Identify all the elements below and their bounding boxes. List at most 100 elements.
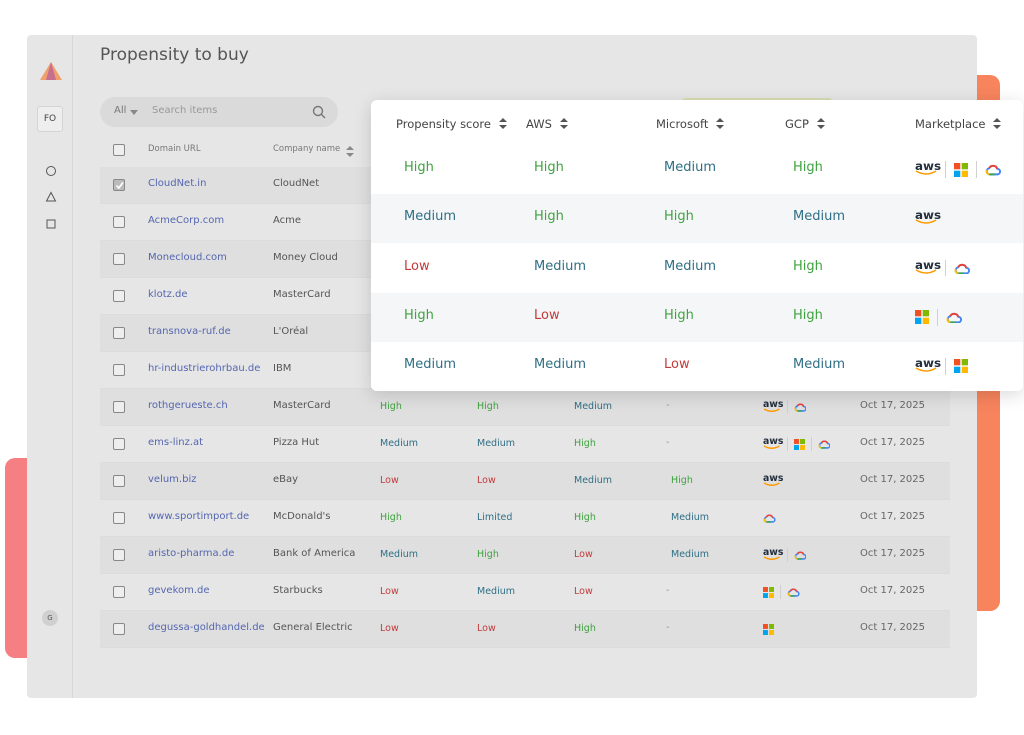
domain-link[interactable]: degussa-goldhandel.de bbox=[148, 622, 265, 633]
domain-link[interactable]: aristo-pharma.de bbox=[148, 548, 235, 559]
status-badge: High bbox=[664, 307, 694, 323]
domain-link[interactable]: hr-industrierohrbau.de bbox=[148, 363, 261, 374]
domain-link[interactable]: ems-linz.at bbox=[148, 437, 204, 448]
gcp-logo bbox=[946, 312, 962, 324]
row-checkbox[interactable] bbox=[113, 364, 125, 376]
date: Oct 17, 2025 bbox=[860, 474, 925, 485]
column-header[interactable]: Domain URL bbox=[148, 144, 201, 154]
aws-logo-text: aws bbox=[915, 355, 942, 370]
search-bar[interactable]: All Search items bbox=[100, 97, 338, 127]
status-badge: Medium bbox=[380, 437, 418, 449]
card-row[interactable] bbox=[371, 194, 1023, 244]
table-row[interactable] bbox=[100, 389, 950, 426]
workspace-button[interactable]: FO bbox=[37, 106, 63, 132]
table-header-checkbox[interactable] bbox=[113, 144, 125, 156]
status-badge: Medium bbox=[477, 585, 515, 597]
sort-icon[interactable] bbox=[560, 118, 568, 129]
row-checkbox[interactable] bbox=[113, 327, 125, 339]
row-checkbox[interactable] bbox=[113, 401, 125, 413]
domain-link[interactable]: Monecloud.com bbox=[148, 252, 227, 263]
filter-select[interactable]: All bbox=[114, 105, 127, 116]
table-row[interactable] bbox=[100, 537, 950, 574]
row-checkbox[interactable] bbox=[113, 253, 125, 265]
card-row[interactable] bbox=[371, 145, 1023, 195]
domain-link[interactable]: gevekom.de bbox=[148, 585, 210, 596]
status-badge: Low bbox=[574, 585, 593, 597]
sort-icon[interactable] bbox=[716, 118, 724, 129]
domain-link[interactable]: CloudNet.in bbox=[148, 178, 207, 189]
status-badge: Medium bbox=[664, 258, 716, 274]
row-checkbox[interactable] bbox=[113, 549, 125, 561]
aws-smile bbox=[915, 219, 937, 225]
status-badge: Low bbox=[574, 548, 593, 560]
column-header[interactable]: Company name bbox=[273, 144, 341, 154]
status-badge: Medium bbox=[534, 356, 586, 372]
empty-value: - bbox=[666, 585, 670, 596]
nav-circle[interactable] bbox=[45, 165, 57, 177]
aws-logo-text: aws bbox=[915, 159, 942, 174]
status-badge: Medium bbox=[793, 209, 845, 225]
empty-value: - bbox=[666, 400, 670, 411]
column-header[interactable]: Propensity score bbox=[396, 117, 491, 131]
company-name: L'Oréal bbox=[273, 326, 309, 337]
overlay-card: Propensity score AWS Microsoft GCP Marketpla… bbox=[371, 100, 1023, 391]
status-badge: Medium bbox=[404, 356, 456, 372]
status-badge: Low bbox=[664, 356, 690, 372]
status-badge: Medium bbox=[574, 400, 612, 412]
column-header[interactable]: Microsoft bbox=[656, 117, 709, 131]
sort-icon[interactable] bbox=[817, 118, 825, 129]
domain-link[interactable]: transnova-ruf.de bbox=[148, 326, 231, 337]
card-row[interactable] bbox=[371, 243, 1023, 293]
row-checkbox[interactable] bbox=[113, 179, 125, 191]
search-input[interactable]: Search items bbox=[152, 105, 218, 116]
sort-icon[interactable] bbox=[346, 146, 354, 157]
icon-separator bbox=[976, 161, 978, 178]
status-badge: Medium bbox=[664, 160, 716, 176]
status-badge: Low bbox=[477, 474, 496, 486]
table-row[interactable] bbox=[100, 500, 950, 537]
row-checkbox[interactable] bbox=[113, 290, 125, 302]
status-badge: High bbox=[574, 622, 596, 634]
domain-link[interactable]: klotz.de bbox=[148, 289, 188, 300]
row-checkbox[interactable] bbox=[113, 586, 125, 598]
user-avatar[interactable]: G bbox=[42, 610, 58, 626]
aws-smile bbox=[763, 481, 780, 486]
sort-icon[interactable] bbox=[993, 118, 1001, 129]
gcp-logo bbox=[818, 440, 831, 449]
card-row[interactable] bbox=[371, 292, 1023, 342]
aws-smile bbox=[763, 444, 780, 449]
domain-link[interactable]: www.sportimport.de bbox=[148, 511, 250, 522]
row-checkbox[interactable] bbox=[113, 216, 125, 228]
row-checkbox[interactable] bbox=[113, 438, 125, 450]
gcp-logo bbox=[794, 551, 807, 560]
company-name: IBM bbox=[273, 363, 292, 374]
gcp-logo bbox=[954, 263, 971, 275]
table-row[interactable] bbox=[100, 574, 950, 611]
column-header[interactable]: GCP bbox=[785, 117, 809, 131]
status-badge: High bbox=[477, 548, 499, 560]
nav-square[interactable] bbox=[45, 218, 57, 230]
status-badge: High bbox=[664, 209, 694, 225]
table-row[interactable] bbox=[100, 611, 950, 648]
date: Oct 17, 2025 bbox=[860, 548, 925, 559]
row-checkbox[interactable] bbox=[113, 512, 125, 524]
table-row[interactable] bbox=[100, 426, 950, 463]
domain-link[interactable]: rothgerueste.ch bbox=[148, 400, 228, 411]
empty-value: - bbox=[666, 437, 670, 448]
aws-logo: aws bbox=[763, 547, 784, 562]
search-icon bbox=[312, 105, 326, 119]
microsoft-logo bbox=[763, 623, 774, 635]
nav-triangle[interactable] bbox=[45, 191, 57, 203]
card-row[interactable] bbox=[371, 341, 1023, 391]
domain-link[interactable]: AcmeCorp.com bbox=[148, 215, 225, 226]
column-header[interactable]: Marketplace bbox=[915, 117, 986, 131]
domain-link[interactable]: velum.biz bbox=[148, 474, 197, 485]
sort-icon[interactable] bbox=[499, 118, 507, 129]
aws-smile bbox=[763, 407, 780, 412]
row-checkbox[interactable] bbox=[113, 623, 125, 635]
date: Oct 17, 2025 bbox=[860, 585, 925, 596]
column-header[interactable]: AWS bbox=[526, 117, 552, 131]
row-checkbox[interactable] bbox=[113, 475, 125, 487]
table-row[interactable] bbox=[100, 463, 950, 500]
microsoft-logo bbox=[954, 359, 969, 374]
